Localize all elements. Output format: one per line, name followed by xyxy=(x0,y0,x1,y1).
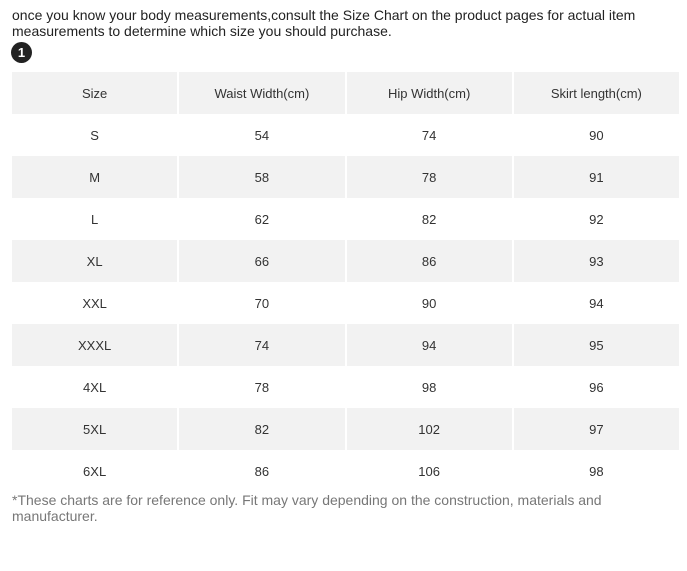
table-cell: 90 xyxy=(421,295,437,311)
header-cell: Skirt length(cm) xyxy=(513,72,679,114)
table-cell: 94 xyxy=(589,295,604,311)
table-cell: 74 xyxy=(179,324,345,366)
table-cell: 4XL xyxy=(83,379,107,395)
table-cell: 97 xyxy=(513,408,679,450)
table-cell: 6XL xyxy=(83,463,107,479)
table-row: 6XL 86 106 98 xyxy=(12,450,679,492)
step-badge: 1 xyxy=(11,42,32,63)
table-row: XXL 70 90 94 xyxy=(12,282,679,324)
table-cell: 92 xyxy=(589,211,604,227)
table-cell: 78 xyxy=(254,379,270,395)
table-cell: 96 xyxy=(589,379,604,395)
table-row: M 58 78 91 xyxy=(12,156,679,198)
table-cell: 5XL xyxy=(12,408,178,450)
table-cell: 95 xyxy=(513,324,679,366)
table-cell: 82 xyxy=(421,211,437,227)
header-row: Size Waist Width(cm) Hip Width(cm) Skirt le… xyxy=(12,72,679,114)
table-cell: 78 xyxy=(346,156,512,198)
intro-text: once you know your body measurements,con… xyxy=(12,7,636,39)
table-cell: 58 xyxy=(179,156,345,198)
table-cell: 98 xyxy=(589,463,604,479)
table-cell: 91 xyxy=(513,156,679,198)
table-cell: S xyxy=(90,127,99,143)
table-cell: 94 xyxy=(346,324,512,366)
table-cell: 102 xyxy=(346,408,512,450)
header-cell: Waist Width(cm) xyxy=(179,72,345,114)
table-row: S 54 74 90 xyxy=(12,114,679,156)
header-cell: Size xyxy=(12,72,178,114)
table-cell: 93 xyxy=(513,240,679,282)
table-row: XXXL 74 94 95 xyxy=(12,324,679,366)
table-cell: 106 xyxy=(418,463,440,479)
table-row: L 62 82 92 xyxy=(12,198,679,240)
table-cell: 98 xyxy=(421,379,437,395)
table-cell: M xyxy=(12,156,178,198)
table-cell: 86 xyxy=(254,463,270,479)
header-cell: Hip Width(cm) xyxy=(346,72,512,114)
table-cell: XXL xyxy=(82,295,107,311)
table-cell: 54 xyxy=(254,127,270,143)
table-cell: L xyxy=(91,211,99,227)
table-cell: 74 xyxy=(421,127,437,143)
table-cell: 66 xyxy=(179,240,345,282)
table-cell: XL xyxy=(12,240,178,282)
table-row: XL 66 86 93 xyxy=(12,240,679,282)
table-cell: 90 xyxy=(589,127,604,143)
table-cell: XXXL xyxy=(12,324,178,366)
footnote: *These charts are for reference only. Fi… xyxy=(12,492,602,524)
table-cell: 62 xyxy=(254,211,270,227)
table-cell: 86 xyxy=(346,240,512,282)
table-row: 4XL 78 98 96 xyxy=(12,366,679,408)
table-cell: 82 xyxy=(179,408,345,450)
table-cell: 70 xyxy=(254,295,270,311)
size-table: Size Waist Width(cm) Hip Width(cm) Skirt le… xyxy=(12,72,679,492)
table-row: 5XL 82 102 97 xyxy=(12,408,679,450)
